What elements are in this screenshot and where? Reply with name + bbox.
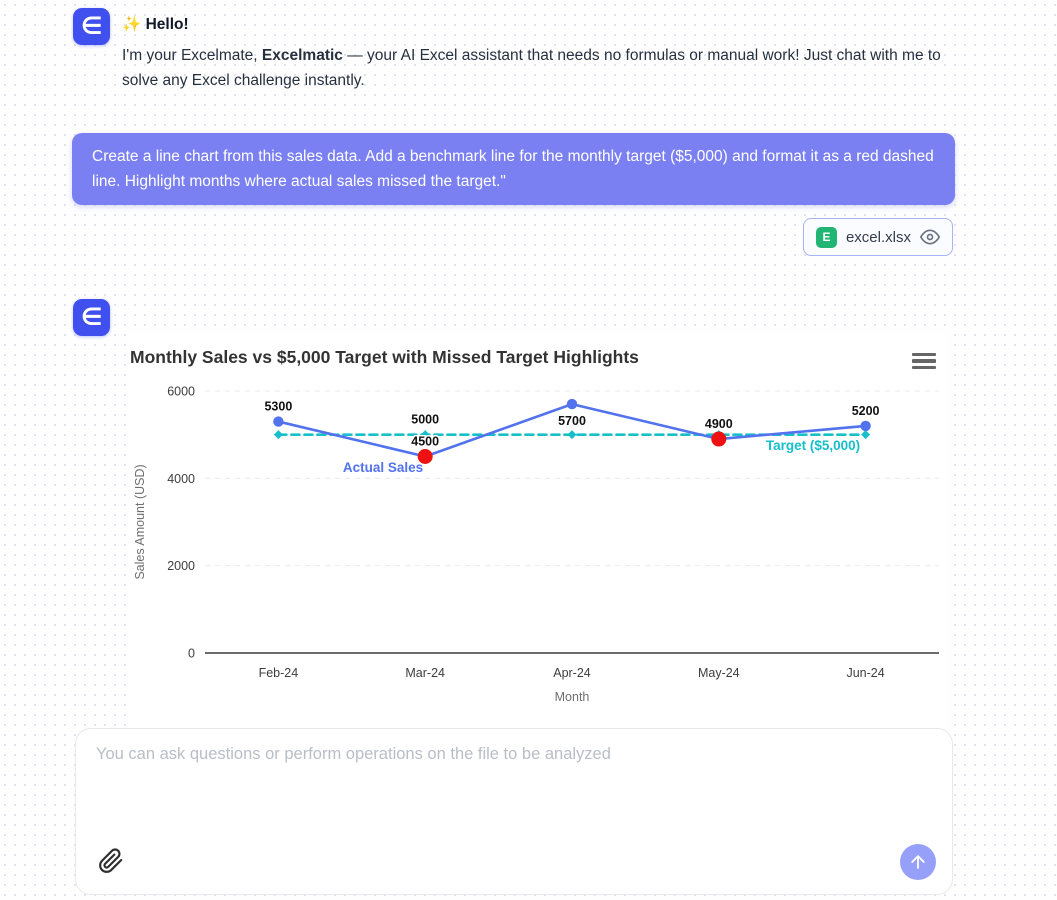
svg-text:0: 0 [188,647,195,661]
chat-input[interactable] [96,745,934,840]
sales-line-chart: 0 2000 4000 6000 Feb-24 Mar-24 Apr-24 May-24 Jun… [133,385,939,704]
brand-name: Excelmatic [261,47,343,64]
excel-file-icon: E [815,226,837,248]
intro-part2: — your AI Excel assistant that needs no … [122,47,941,89]
send-arrow-up-icon [911,855,925,869]
preview-eye-icon[interactable] [920,227,940,247]
intro-part1: I'm your Excelmate, [122,47,262,64]
chart-title: Monthly Sales vs $5,000 Target with Miss… [130,347,639,367]
chart-context-menu-icon[interactable] [912,353,936,372]
svg-text:Jun-24: Jun-24 [846,666,884,680]
svg-text:2000: 2000 [167,559,195,573]
svg-text:5000: 5000 [411,413,439,427]
intro-text: I'm your Excelmate, Excelmatic — your AI… [122,43,952,93]
svg-text:May-24: May-24 [698,666,740,680]
attachment-chip[interactable]: E excel.xlsx [802,218,953,256]
attachment-filename: excel.xlsx [845,228,911,246]
svg-text:4000: 4000 [167,472,195,486]
svg-text:6000: 6000 [167,385,195,399]
svg-text:Target ($5,000): Target ($5,000) [766,438,860,453]
brand-logo-icon: ∈ [80,304,103,331]
svg-text:Feb-24: Feb-24 [259,666,299,680]
svg-text:4900: 4900 [705,417,733,431]
svg-text:Sales Amount (USD): Sales Amount (USD) [133,464,147,579]
svg-text:Mar-24: Mar-24 [405,666,445,680]
chat-input-container [75,728,953,895]
chart-card: Monthly Sales vs $5,000 Target with Miss… [128,333,946,727]
send-button[interactable] [900,844,936,880]
svg-text:4500: 4500 [411,435,439,449]
svg-text:Month: Month [555,690,590,704]
greeting-heading: ✨ Hello! [122,16,189,33]
svg-text:Apr-24: Apr-24 [553,666,591,680]
svg-text:5700: 5700 [558,414,586,428]
assistant-avatar: ∈ [73,299,110,336]
svg-text:Actual Sales: Actual Sales [343,460,423,475]
attach-file-paperclip-icon[interactable] [98,848,124,874]
user-message-bubble: Create a line chart from this sales data… [72,133,955,205]
brand-logo-icon: ∈ [80,13,103,40]
svg-text:5300: 5300 [264,400,292,414]
user-message-text: Create a line chart from this sales data… [92,148,934,190]
svg-text:5200: 5200 [852,404,880,418]
assistant-avatar: ∈ [73,8,110,45]
